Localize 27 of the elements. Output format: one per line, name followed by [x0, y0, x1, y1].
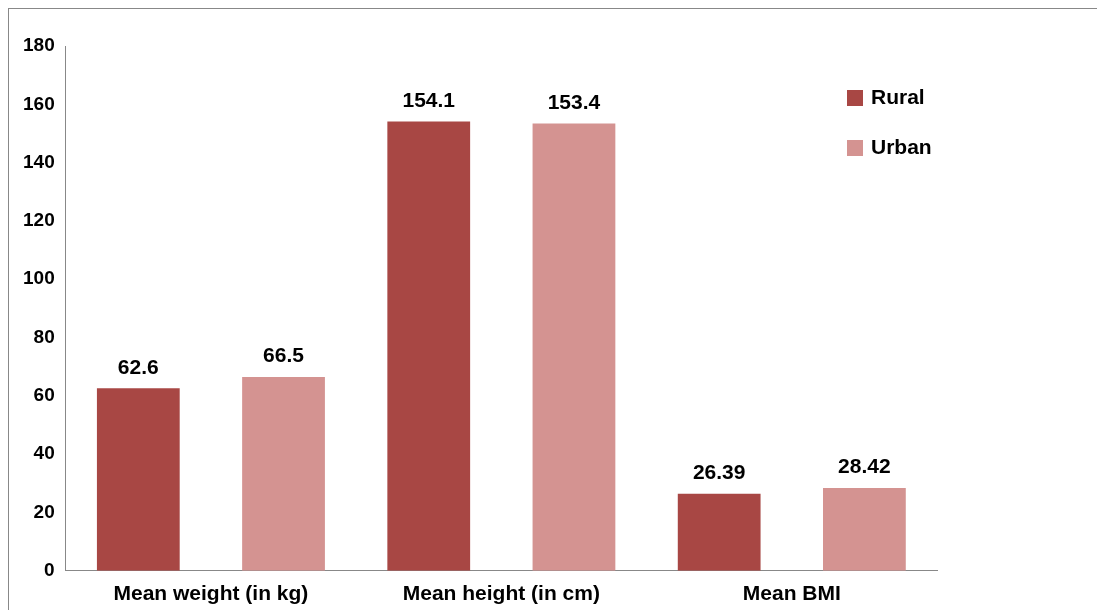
y-tick-label: 80 [33, 325, 55, 347]
bar [242, 376, 325, 571]
y-tick-label: 180 [23, 34, 55, 56]
x-tick-label: Mean height (in cm) [402, 581, 600, 605]
data-label: 26.39 [692, 460, 746, 484]
bar [96, 388, 180, 571]
x-tick-label: Mean BMI [742, 581, 841, 605]
data-label: 28.42 [838, 454, 891, 478]
bar [532, 123, 616, 571]
data-label: 62.6 [117, 354, 159, 378]
y-tick-label: 160 [23, 92, 55, 114]
legend-label: Rural [871, 84, 925, 108]
y-tick-label: 100 [23, 267, 55, 289]
y-tick-label: 40 [33, 442, 55, 464]
data-label: 154.1 [402, 87, 456, 111]
bar [677, 493, 761, 571]
data-label: 66.5 [263, 343, 305, 367]
bar [823, 487, 906, 571]
y-tick-label: 120 [23, 209, 55, 231]
bar [387, 121, 471, 571]
x-tick-label: Mean weight (in kg) [113, 581, 309, 605]
y-tick-label: 0 [44, 559, 55, 581]
y-tick-label: 140 [23, 150, 55, 172]
y-tick-label: 60 [33, 384, 55, 406]
y-tick-label: 20 [33, 500, 55, 522]
data-label: 153.4 [547, 89, 601, 113]
legend-label: Urban [871, 134, 932, 158]
